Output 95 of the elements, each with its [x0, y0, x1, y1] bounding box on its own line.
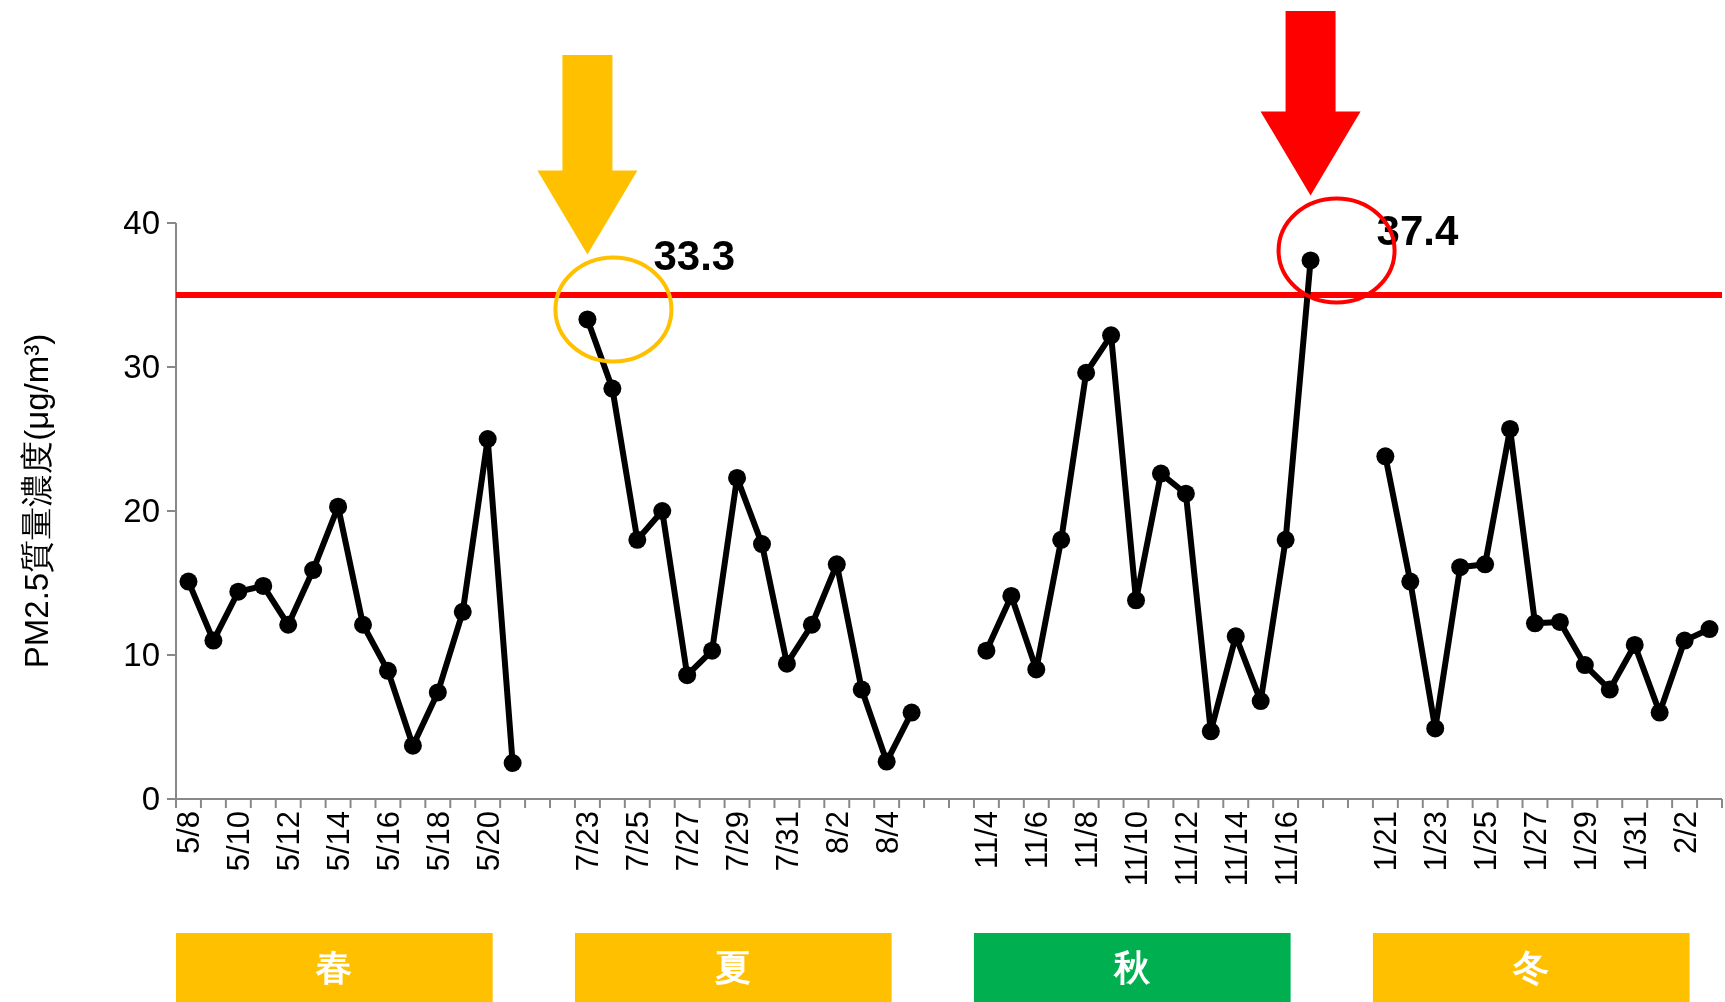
x-tick-label: 7/31: [769, 811, 805, 872]
point: [902, 703, 921, 722]
point: [653, 502, 672, 520]
x-tick-label: 1/27: [1517, 811, 1553, 872]
point: [1550, 612, 1569, 631]
x-tick-label: 1/29: [1567, 811, 1603, 872]
y-tick-label: 0: [141, 780, 160, 817]
point: [1575, 656, 1594, 675]
x-tick-label: 2/2: [1667, 811, 1703, 855]
point: [1102, 326, 1121, 345]
x-tick-label: 8/2: [819, 811, 855, 855]
x-tick-label: 7/25: [620, 811, 656, 872]
x-tick-label: 5/14: [321, 811, 357, 872]
x-tick-label: 1/25: [1468, 811, 1504, 872]
point: [304, 561, 323, 580]
point: [478, 430, 497, 448]
point: [678, 666, 697, 685]
x-tick-label: 5/8: [171, 811, 207, 855]
point: [578, 310, 597, 329]
point: [728, 468, 747, 487]
point: [1301, 251, 1320, 270]
point: [1226, 627, 1245, 646]
point: [1401, 572, 1420, 591]
point: [1451, 558, 1470, 577]
point: [1052, 530, 1071, 549]
x-tick-label: 11/12: [1168, 811, 1204, 887]
x-tick-label: 11/14: [1218, 811, 1254, 887]
point: [703, 641, 722, 660]
point: [603, 379, 622, 398]
point: [179, 572, 198, 591]
text: 冬: [1512, 947, 1550, 988]
point: [877, 752, 896, 771]
point: [1201, 722, 1220, 741]
point: [453, 602, 472, 621]
point: [329, 497, 348, 516]
point: [1376, 447, 1395, 466]
x-tick-label: 5/16: [370, 811, 406, 872]
point: [229, 582, 248, 601]
point: [1176, 484, 1195, 503]
y-tick-label: 40: [123, 204, 160, 241]
point: [777, 654, 796, 673]
x-tick-label: 11/6: [1019, 811, 1055, 870]
point: [1501, 419, 1520, 438]
x-tick-label: 5/20: [470, 811, 506, 872]
point: [1600, 680, 1619, 699]
x-tick-label: 1/21: [1368, 811, 1404, 872]
x-tick-label: 1/23: [1418, 811, 1454, 872]
data-label: 33.3: [653, 232, 736, 279]
point: [802, 615, 821, 634]
point: [1426, 719, 1445, 738]
point: [628, 530, 647, 549]
point: [977, 641, 996, 660]
point: [1700, 620, 1719, 639]
point: [1625, 635, 1644, 654]
point: [1675, 631, 1694, 650]
point: [827, 555, 846, 574]
y-tick-label: 10: [123, 636, 160, 673]
point: [1276, 530, 1295, 549]
point: [204, 631, 223, 650]
x-tick-label: 11/4: [969, 811, 1005, 870]
point: [378, 661, 397, 680]
x-tick-label: 8/4: [869, 811, 905, 855]
point: [1650, 703, 1669, 722]
point: [752, 535, 771, 554]
text: 春: [315, 947, 353, 988]
point: [254, 576, 273, 595]
x-tick-label: 7/29: [720, 811, 756, 872]
y-axis-title: PM2.5質量濃度(μg/m³): [18, 333, 55, 669]
point: [403, 736, 422, 755]
point: [1002, 586, 1021, 605]
point: [279, 615, 298, 634]
point: [1077, 363, 1096, 382]
text: 秋: [1113, 947, 1152, 988]
point: [354, 615, 373, 634]
x-tick-label: 7/23: [570, 811, 606, 872]
x-tick-label: 5/18: [420, 811, 456, 872]
point: [1476, 555, 1495, 574]
x-tick-label: 1/31: [1617, 811, 1653, 872]
x-tick-label: 7/27: [670, 811, 706, 872]
x-tick-label: 5/12: [271, 811, 307, 872]
point: [1027, 660, 1046, 679]
text: 夏: [715, 947, 752, 988]
point: [1127, 591, 1146, 610]
point: [852, 680, 871, 699]
point: [503, 754, 522, 772]
x-tick-label: 5/10: [221, 811, 257, 872]
x-tick-label: 11/10: [1119, 811, 1155, 887]
point: [1251, 692, 1270, 711]
y-tick-label: 20: [123, 492, 160, 529]
point: [1151, 464, 1170, 483]
y-tick-label: 30: [123, 348, 160, 385]
x-tick-label: 11/16: [1268, 811, 1304, 887]
point: [428, 683, 447, 702]
x-tick-label: 11/8: [1069, 811, 1105, 870]
point: [1525, 614, 1544, 633]
